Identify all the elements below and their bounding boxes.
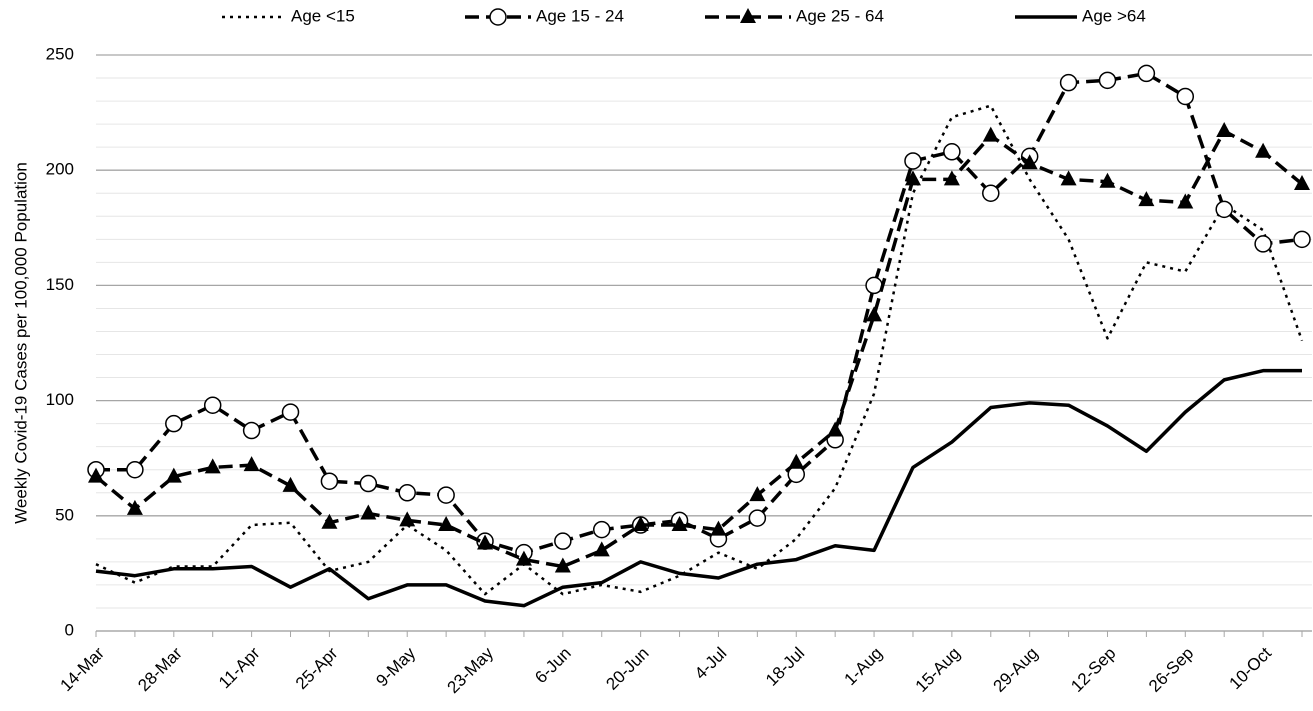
marker	[281, 403, 300, 421]
x-tick-label: 18-Jul	[762, 644, 808, 690]
marker	[748, 509, 767, 527]
marker	[282, 476, 299, 492]
marker	[904, 152, 922, 170]
legend-label: Age 15 - 24	[536, 6, 624, 25]
marker	[554, 557, 571, 573]
marker	[1098, 71, 1117, 90]
series-line	[94, 129, 1304, 569]
x-tick-label: 20-Jun	[602, 644, 652, 694]
marker	[126, 460, 144, 479]
marker	[321, 513, 338, 529]
x-tick-label: 28-Mar	[134, 643, 186, 695]
marker	[1293, 230, 1311, 249]
marker	[740, 8, 756, 23]
marker	[242, 421, 261, 440]
legend-label: Age >64	[1082, 6, 1146, 25]
marker	[165, 467, 182, 483]
marker	[827, 421, 844, 437]
marker	[204, 458, 221, 474]
legend-label: Age <15	[291, 6, 355, 25]
x-tick-label: 10-Oct	[1226, 643, 1276, 693]
marker	[1254, 235, 1272, 253]
marker	[1021, 154, 1038, 170]
marker	[866, 306, 883, 322]
x-tick-label: 6-Jun	[531, 644, 575, 688]
marker	[982, 126, 999, 142]
marker	[904, 170, 921, 186]
marker	[982, 184, 1000, 202]
y-tick-label: 150	[46, 275, 74, 294]
marker	[360, 504, 377, 520]
marker	[943, 170, 960, 186]
marker	[165, 414, 183, 433]
series-line	[95, 368, 1302, 608]
marker	[1138, 191, 1155, 207]
marker	[515, 550, 532, 566]
marker	[359, 474, 378, 493]
marker	[593, 541, 610, 557]
x-tick-label: 23-May	[444, 643, 498, 697]
marker	[554, 532, 572, 550]
marker	[398, 484, 416, 502]
x-tick-label: 11-Apr	[215, 643, 264, 692]
marker	[1137, 64, 1156, 83]
marker	[1059, 73, 1078, 92]
x-tick-label: 4-Jul	[691, 644, 730, 683]
marker	[88, 467, 104, 483]
marker	[943, 143, 961, 161]
y-tick-label: 50	[55, 505, 74, 524]
marker	[1294, 175, 1310, 191]
marker	[243, 456, 260, 472]
x-tick-label: 9-May	[372, 643, 419, 690]
x-tick-label: 15-Aug	[912, 644, 964, 696]
x-tick-label: 12-Sep	[1067, 644, 1119, 696]
x-tick-label: 29-Aug	[989, 644, 1041, 696]
legend-label: Age 25 - 64	[796, 6, 884, 25]
y-tick-label: 250	[46, 44, 74, 63]
marker	[1099, 172, 1116, 188]
marker	[632, 516, 649, 532]
marker	[671, 516, 688, 532]
x-tick-label: 14-Mar	[56, 643, 108, 695]
marker	[1215, 200, 1233, 219]
marker	[1177, 193, 1194, 209]
x-tick-label: 25-Apr	[292, 643, 342, 693]
marker	[203, 396, 222, 414]
marker	[592, 520, 611, 539]
marker	[320, 472, 339, 490]
y-axis-label: Weekly Covid-19 Cases per 100,000 Popula…	[11, 162, 30, 524]
series-line	[96, 71, 1303, 555]
marker	[1255, 142, 1272, 158]
marker	[489, 8, 507, 26]
marker	[126, 499, 143, 515]
marker	[438, 516, 455, 532]
y-tick-label: 200	[46, 160, 74, 179]
marker	[1060, 170, 1077, 186]
marker	[788, 453, 805, 469]
marker	[399, 511, 416, 527]
y-tick-label: 0	[65, 620, 74, 639]
marker	[1176, 87, 1195, 106]
x-tick-label: 1-Aug	[841, 644, 887, 690]
marker	[1216, 122, 1233, 138]
marker	[477, 534, 494, 550]
y-tick-label: 100	[46, 390, 74, 409]
marker	[710, 520, 727, 536]
marker	[437, 486, 455, 504]
series-line	[95, 104, 1304, 596]
marker	[749, 486, 766, 502]
x-tick-label: 26-Sep	[1145, 644, 1197, 696]
